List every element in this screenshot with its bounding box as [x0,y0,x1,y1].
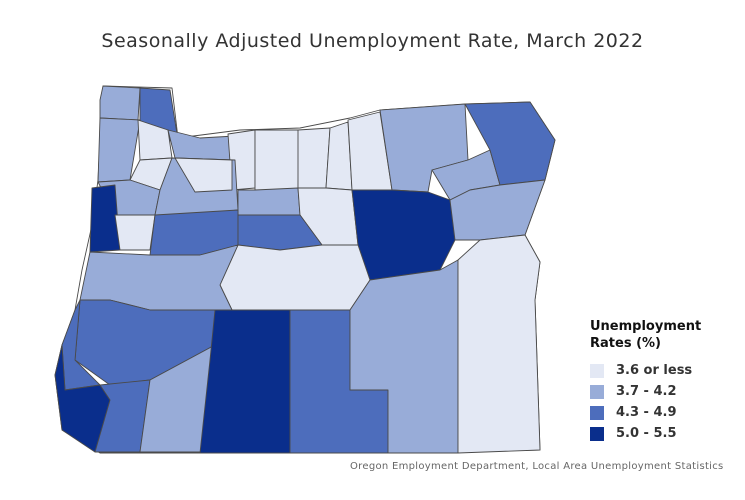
legend-label: 4.3 - 4.9 [616,405,677,420]
legend-swatch [590,384,604,399]
legend-swatch [590,426,604,441]
legend-item: 3.7 - 4.2 [590,381,720,402]
legend-item: 4.3 - 4.9 [590,402,720,423]
region-gilliam [325,121,353,191]
region-benton [114,214,156,251]
region-sherman [297,127,331,189]
region-baker [449,179,546,241]
region-josephine [94,379,151,453]
source-note: Oregon Employment Department, Local Area… [350,461,724,472]
region-clatsop [99,85,141,121]
legend-label: 3.6 or less [616,363,693,378]
legend-label: 5.0 - 5.5 [616,426,677,441]
region-deschutes [219,244,371,311]
legend-swatch [590,405,604,420]
region-jefferson [237,187,301,216]
region-klamath [199,309,291,454]
legend-label: 3.7 - 4.2 [616,384,677,399]
legend-item: 5.0 - 5.5 [590,423,720,444]
legend-title: Unemployment Rates (%) [590,319,702,351]
region-clackamas [174,157,233,193]
legend-item: 3.6 or less [590,360,720,381]
region-malheur [457,234,541,454]
legend: Unemployment Rates (%) 3.6 or less 3.7 -… [590,318,720,444]
region-wasco [254,129,301,191]
page-title: Seasonally Adjusted Unemployment Rate, M… [101,30,644,52]
legend-swatch [590,363,604,378]
region-grant [351,189,456,281]
region-multnomah [167,129,236,161]
